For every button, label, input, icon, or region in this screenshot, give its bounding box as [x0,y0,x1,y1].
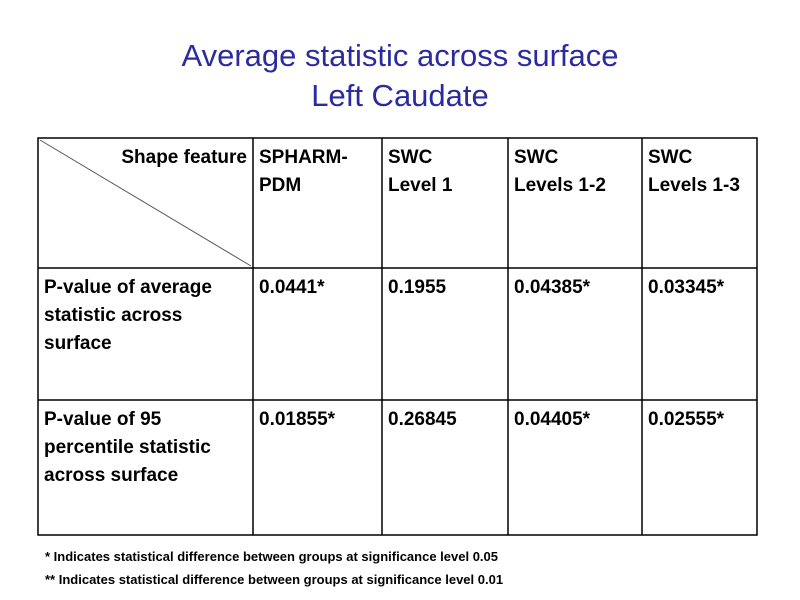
value-cell: 0.04405* [514,409,591,430]
value-cell: 0.01855* [259,409,336,430]
cell-line: SPHARM- [259,147,348,168]
header-cell: SPHARM- PDM [253,138,382,200]
value-cell: 0.0441* [259,277,325,298]
cell-line: PDM [259,175,302,196]
cell-line: SWC [388,147,433,168]
cell-line: Levels 1-2 [514,175,606,196]
footnote: * Indicates statistical difference betwe… [45,549,499,564]
row-label: P-value of average statistic across surfac… [38,268,253,358]
title-line: Average statistic across surface [181,38,619,73]
footnote: ** Indicates statistical difference betw… [45,572,504,587]
title-line: Left Caudate [311,78,489,113]
value-cell: 0.02555* [648,409,725,430]
header-cell: Shape feature [38,138,253,172]
cell-line: Shape feature [121,147,247,168]
header-cell: SWC Levels 1-3 [642,138,757,200]
cell-line: across surface [44,465,179,486]
row-label: P-value of 95 percentile statistic across … [38,400,253,490]
header-cell: SWC Levels 1-2 [508,138,642,200]
cell-line: Levels 1-3 [648,175,740,196]
value-cell: 0.26845 [388,409,457,430]
cell-line: SWC [514,147,559,168]
cell-line: statistic across [44,305,183,326]
cell-line: P-value of 95 [44,409,162,430]
cell-line: percentile statistic [44,437,211,458]
cell-line: surface [44,333,112,354]
cell-line: P-value of average [44,277,212,298]
value-cell: 0.1955 [388,277,447,298]
cell-line: Level 1 [388,175,453,196]
value-cell: 0.04385* [514,277,591,298]
value-cell: 0.03345* [648,277,725,298]
cell-line: SWC [648,147,693,168]
header-cell: SWC Level 1 [382,138,508,200]
